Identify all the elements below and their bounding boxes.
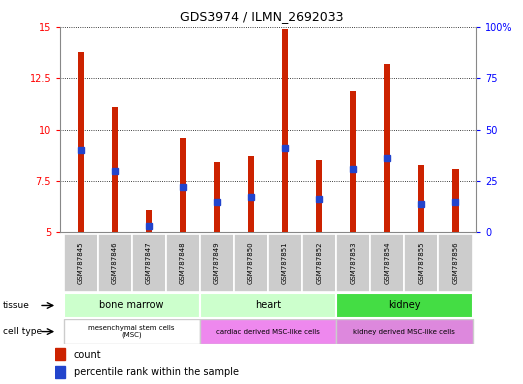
Bar — [248, 156, 254, 232]
Bar — [350, 91, 356, 232]
Bar — [336, 319, 472, 344]
Bar — [200, 293, 336, 318]
Text: GSM787856: GSM787856 — [452, 242, 459, 285]
Bar — [282, 29, 288, 232]
Bar — [316, 161, 322, 232]
Bar — [111, 107, 118, 232]
Text: GSM787847: GSM787847 — [146, 242, 152, 285]
Text: GSM787849: GSM787849 — [214, 242, 220, 285]
Bar — [234, 234, 268, 292]
Text: GSM787848: GSM787848 — [180, 242, 186, 285]
Bar — [64, 319, 200, 344]
Bar — [64, 234, 98, 292]
Bar — [214, 162, 220, 232]
Bar — [146, 210, 152, 232]
Text: GSM787851: GSM787851 — [282, 242, 288, 285]
Text: kidney: kidney — [388, 300, 420, 311]
Bar — [302, 234, 336, 292]
Bar — [200, 234, 234, 292]
Bar — [336, 293, 472, 318]
Bar — [98, 234, 132, 292]
Text: count: count — [74, 349, 101, 360]
Bar — [55, 366, 65, 378]
Text: GSM787853: GSM787853 — [350, 242, 356, 285]
Text: GSM787854: GSM787854 — [384, 242, 390, 284]
Bar — [404, 234, 438, 292]
Text: cardiac derived MSC-like cells: cardiac derived MSC-like cells — [216, 329, 320, 334]
Bar — [452, 169, 459, 232]
Text: GSM787852: GSM787852 — [316, 242, 322, 284]
Bar — [370, 234, 404, 292]
Text: GSM787846: GSM787846 — [112, 242, 118, 285]
Bar — [55, 348, 65, 361]
Bar — [166, 234, 200, 292]
Text: kidney derived MSC-like cells: kidney derived MSC-like cells — [354, 329, 456, 334]
Text: tissue: tissue — [3, 301, 29, 310]
Bar — [77, 51, 84, 232]
Bar — [200, 319, 336, 344]
Bar — [418, 164, 425, 232]
Bar — [384, 64, 390, 232]
Bar — [268, 234, 302, 292]
Text: GDS3974 / ILMN_2692033: GDS3974 / ILMN_2692033 — [180, 10, 343, 23]
Bar — [132, 234, 166, 292]
Bar — [336, 234, 370, 292]
Text: GSM787845: GSM787845 — [77, 242, 84, 284]
Bar — [64, 293, 200, 318]
Text: percentile rank within the sample: percentile rank within the sample — [74, 367, 238, 377]
Text: heart: heart — [255, 300, 281, 311]
Bar — [438, 234, 472, 292]
Text: cell type: cell type — [3, 327, 42, 336]
Bar — [180, 138, 186, 232]
Text: mesenchymal stem cells
(MSC): mesenchymal stem cells (MSC) — [88, 325, 175, 338]
Text: GSM787855: GSM787855 — [418, 242, 424, 284]
Text: GSM787850: GSM787850 — [248, 242, 254, 285]
Text: bone marrow: bone marrow — [99, 300, 164, 311]
